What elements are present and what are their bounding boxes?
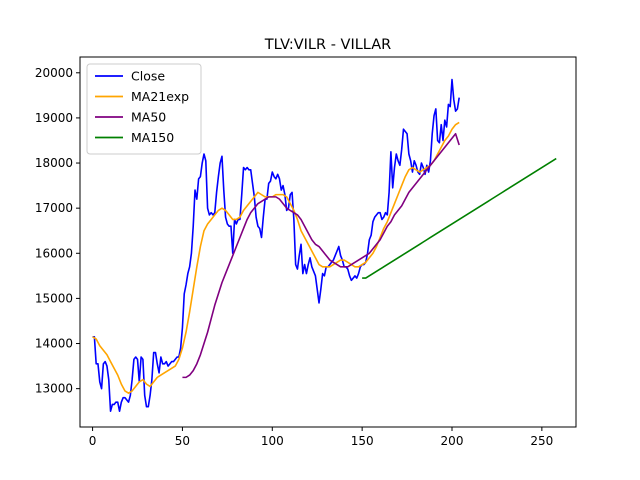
axes-frame <box>79 56 577 428</box>
x-tick-label: 0 <box>89 434 97 448</box>
plot-area: 0 50 100 150 200 250 13000 14000 15000 16000 17000… <box>35 56 577 448</box>
series-line-ma150 <box>362 157 557 279</box>
x-tick-label: 150 <box>351 434 374 448</box>
chart-title: TLV:VILR - VILLAR <box>264 37 391 53</box>
series-line-close <box>92 78 460 413</box>
series-line-ma50 <box>182 132 460 379</box>
y-tick-label: 14000 <box>35 337 73 351</box>
legend-label-ma50: MA50 <box>131 110 166 125</box>
y-tick-label: 19000 <box>35 111 73 125</box>
y-tick-label: 15000 <box>35 291 73 305</box>
y-tick-label: 18000 <box>35 156 73 170</box>
y-tick-label: 13000 <box>35 382 73 396</box>
legend-label-close: Close <box>131 69 165 84</box>
series-line-ma21exp <box>92 121 460 394</box>
x-tick-label: 100 <box>261 434 284 448</box>
y-tick-label: 20000 <box>35 66 73 80</box>
y-tick-label: 17000 <box>35 201 73 215</box>
legend-label-ma150: MA150 <box>131 130 174 145</box>
legend-label-ma21exp: MA21exp <box>131 89 189 104</box>
x-tick-label: 50 <box>175 434 190 448</box>
legend-box <box>86 63 202 155</box>
x-tick-label: 200 <box>441 434 464 448</box>
y-tick-label: 16000 <box>35 246 73 260</box>
x-tick-label: 250 <box>530 434 553 448</box>
